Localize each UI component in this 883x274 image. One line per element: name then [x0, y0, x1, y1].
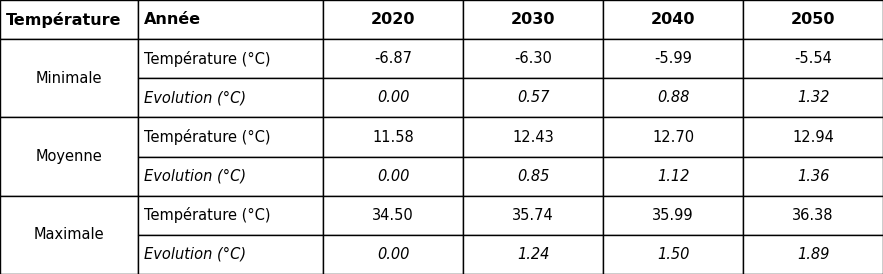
Bar	[463, 78, 603, 118]
Text: 1.32: 1.32	[796, 90, 829, 105]
Bar	[0, 39, 138, 118]
Bar	[463, 156, 603, 196]
Bar	[0, 118, 138, 196]
Text: -6.87: -6.87	[374, 51, 412, 66]
Bar	[603, 78, 743, 118]
Bar	[138, 196, 323, 235]
Bar	[323, 0, 463, 39]
Text: Température (°C): Température (°C)	[144, 207, 270, 223]
Bar	[138, 156, 323, 196]
Text: -5.99: -5.99	[654, 51, 692, 66]
Bar	[603, 156, 743, 196]
Bar	[743, 196, 883, 235]
Bar	[743, 235, 883, 274]
Bar	[743, 156, 883, 196]
Bar	[0, 0, 138, 39]
Text: 2030: 2030	[510, 12, 555, 27]
Text: 1.36: 1.36	[796, 169, 829, 184]
Text: Température: Température	[6, 12, 122, 28]
Text: 2050: 2050	[791, 12, 835, 27]
Text: Minimale: Minimale	[35, 71, 102, 86]
Text: 0.00: 0.00	[377, 169, 409, 184]
Text: 34.50: 34.50	[372, 208, 414, 223]
Bar	[463, 0, 603, 39]
Bar	[138, 235, 323, 274]
Bar	[603, 39, 743, 78]
Bar	[138, 78, 323, 118]
Text: 0.00: 0.00	[377, 247, 409, 262]
Text: 0.57: 0.57	[517, 90, 549, 105]
Text: 1.12: 1.12	[657, 169, 690, 184]
Bar	[463, 235, 603, 274]
Bar	[323, 235, 463, 274]
Bar	[743, 118, 883, 156]
Bar	[743, 78, 883, 118]
Bar	[0, 196, 138, 274]
Bar	[323, 196, 463, 235]
Bar	[138, 0, 323, 39]
Text: Température (°C): Température (°C)	[144, 129, 270, 145]
Bar	[463, 196, 603, 235]
Bar	[138, 39, 323, 78]
Text: Evolution (°C): Evolution (°C)	[144, 90, 246, 105]
Text: -5.54: -5.54	[794, 51, 832, 66]
Bar	[323, 39, 463, 78]
Text: 1.89: 1.89	[796, 247, 829, 262]
Text: 1.24: 1.24	[517, 247, 549, 262]
Bar	[743, 39, 883, 78]
Bar	[743, 0, 883, 39]
Text: -6.30: -6.30	[514, 51, 552, 66]
Bar	[603, 0, 743, 39]
Bar	[603, 118, 743, 156]
Text: 2020: 2020	[371, 12, 415, 27]
Bar	[603, 196, 743, 235]
Text: 1.50: 1.50	[657, 247, 690, 262]
Bar	[138, 118, 323, 156]
Text: 35.74: 35.74	[512, 208, 554, 223]
Bar	[463, 39, 603, 78]
Text: 35.99: 35.99	[653, 208, 694, 223]
Text: 2040: 2040	[651, 12, 695, 27]
Bar	[323, 156, 463, 196]
Bar	[323, 78, 463, 118]
Text: 12.94: 12.94	[792, 130, 834, 144]
Text: Année: Année	[144, 12, 201, 27]
Text: 12.43: 12.43	[512, 130, 554, 144]
Text: Evolution (°C): Evolution (°C)	[144, 247, 246, 262]
Text: 36.38: 36.38	[792, 208, 834, 223]
Bar	[323, 118, 463, 156]
Text: 0.00: 0.00	[377, 90, 409, 105]
Text: Evolution (°C): Evolution (°C)	[144, 169, 246, 184]
Text: 12.70: 12.70	[652, 130, 694, 144]
Bar	[463, 118, 603, 156]
Text: Maximale: Maximale	[34, 227, 104, 242]
Text: 0.88: 0.88	[657, 90, 690, 105]
Text: Température (°C): Température (°C)	[144, 51, 270, 67]
Text: 11.58: 11.58	[372, 130, 414, 144]
Text: Moyenne: Moyenne	[35, 149, 102, 164]
Text: 0.85: 0.85	[517, 169, 549, 184]
Bar	[603, 235, 743, 274]
